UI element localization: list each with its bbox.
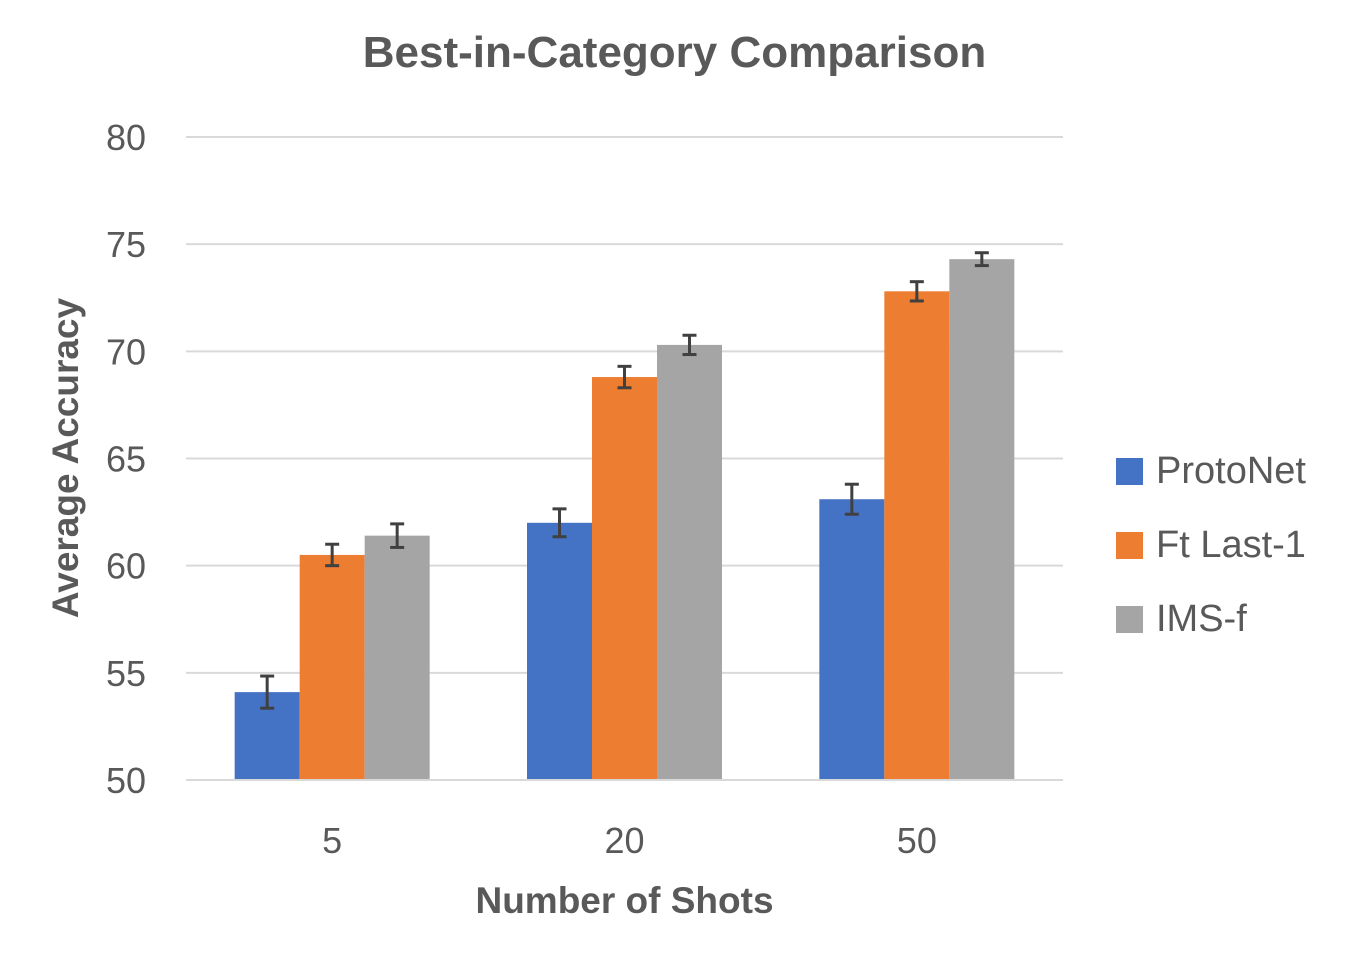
bar-ft-last-1-5 — [299, 554, 365, 780]
legend-swatch-ims-f — [1116, 605, 1143, 633]
x-tick-label: 50 — [897, 820, 937, 861]
bar-ims-f-50 — [949, 259, 1015, 780]
bar-protonet-50 — [819, 499, 885, 780]
legend-label-ft-last-1: Ft Last-1 — [1156, 523, 1306, 566]
y-tick-label: 70 — [106, 331, 146, 372]
legend-item-ft-last-1: Ft Last-1 — [1116, 508, 1306, 582]
y-tick-label: 60 — [106, 546, 146, 587]
x-tick-label: 20 — [604, 820, 644, 861]
bar-ft-last-1-50 — [884, 291, 950, 780]
legend-swatch-protonet — [1116, 457, 1143, 485]
y-axis-label: Average Accuracy — [45, 297, 86, 619]
y-tick-label: 65 — [106, 439, 146, 480]
legend-item-protonet: ProtoNet — [1116, 434, 1306, 508]
x-tick-label: 5 — [322, 820, 342, 861]
bar-protonet-20 — [527, 522, 592, 780]
bar-ft-last-1-20 — [592, 377, 657, 780]
legend-label-ims-f: IMS-f — [1156, 597, 1247, 640]
legend-item-ims-f: IMS-f — [1116, 582, 1306, 656]
y-tick-label: 80 — [106, 117, 146, 158]
y-tick-label: 50 — [106, 760, 146, 801]
chart-title: Best-in-Category Comparison — [362, 28, 987, 77]
legend-swatch-ft-last-1 — [1116, 531, 1143, 559]
legend: ProtoNet Ft Last-1 IMS-f — [1116, 434, 1306, 656]
bar-ims-f-5 — [364, 535, 430, 780]
legend-label-protonet: ProtoNet — [1156, 449, 1306, 492]
y-tick-label: 75 — [106, 224, 146, 265]
x-axis-label: Number of Shots — [475, 880, 774, 921]
y-tick-label: 55 — [106, 653, 146, 694]
bar-ims-f-20 — [657, 344, 722, 780]
